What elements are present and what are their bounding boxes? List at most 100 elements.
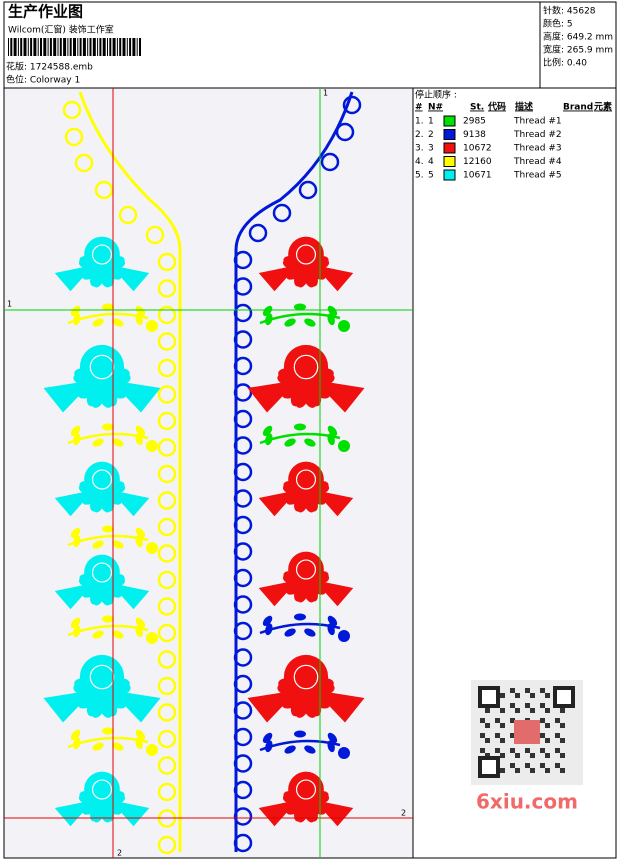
- leaf: [262, 425, 273, 437]
- bloom: [283, 654, 329, 700]
- design-area: [4, 88, 413, 858]
- loop: [157, 517, 177, 537]
- qr-cell: [495, 748, 500, 753]
- bloom: [84, 236, 120, 273]
- leaf: [294, 730, 306, 738]
- leaf: [92, 318, 104, 327]
- stat: 比例: 0.40: [543, 57, 587, 69]
- bloom-detail: [91, 244, 113, 265]
- loop: [233, 807, 253, 826]
- qr-cell: [545, 693, 550, 698]
- leaf: [294, 303, 306, 311]
- code: 9138: [463, 130, 486, 140]
- qr-cell: [540, 688, 545, 693]
- bar: [53, 38, 57, 56]
- loop: [335, 122, 355, 142]
- bar: [10, 38, 13, 56]
- bar: [37, 38, 39, 56]
- qr-cell: [540, 733, 545, 738]
- leaf: [247, 690, 365, 723]
- qr-cell: [540, 748, 545, 753]
- title: 生产作业图: [8, 3, 83, 21]
- bloom-detail: [295, 559, 317, 580]
- qr-cell: [500, 693, 505, 698]
- leaf: [112, 438, 124, 447]
- code: 2985: [463, 117, 486, 127]
- leaf: [284, 745, 296, 754]
- stat: 针数: 45628: [543, 5, 596, 17]
- bar: [119, 38, 122, 56]
- bar: [73, 38, 76, 56]
- loop: [233, 754, 253, 773]
- bar: [49, 38, 52, 56]
- qr-cell: [540, 703, 545, 708]
- qr-cell: [495, 733, 500, 738]
- qr-cell: [485, 738, 490, 743]
- thread-swatch: [443, 142, 456, 154]
- leaf: [73, 625, 81, 638]
- qr-cell: [485, 708, 490, 713]
- bloom-detail: [293, 664, 319, 690]
- loop: [233, 727, 253, 747]
- qr-cell: [555, 718, 560, 723]
- column-header: Brand: [563, 103, 593, 113]
- loop: [233, 383, 253, 402]
- code: 10671: [463, 171, 492, 181]
- bloom-detail: [91, 779, 113, 800]
- qr-finder: [553, 686, 575, 708]
- leaf: [54, 265, 150, 292]
- order: 4.: [415, 157, 424, 167]
- bloom-detail: [91, 562, 113, 583]
- leaf: [258, 490, 354, 517]
- thread-swatch: [443, 169, 456, 181]
- loop: [157, 279, 177, 298]
- code: 12160: [463, 157, 492, 167]
- bloom: [84, 461, 120, 498]
- bud: [338, 320, 350, 332]
- leaf: [73, 433, 81, 446]
- loop: [233, 595, 253, 614]
- qr-cell: [545, 723, 550, 728]
- qr-cell: [510, 703, 515, 708]
- bar: [129, 38, 132, 56]
- qr-finder: [478, 756, 500, 778]
- loop: [157, 438, 177, 457]
- bloom-detail: [91, 469, 113, 490]
- guide-label: 2: [401, 809, 406, 818]
- leaf: [284, 438, 296, 447]
- bar: [23, 38, 27, 56]
- bud: [146, 320, 158, 332]
- loop: [233, 489, 253, 508]
- description: Thread #1: [513, 117, 562, 127]
- qr-cell: [560, 708, 565, 713]
- bar: [43, 38, 47, 56]
- bar: [47, 38, 49, 56]
- bar: [109, 38, 112, 56]
- qr-cell: [530, 693, 535, 698]
- bar: [59, 38, 62, 56]
- order: 1.: [415, 117, 424, 127]
- qr-cell: [540, 718, 545, 723]
- qr-cell: [500, 768, 505, 773]
- qr-finder: [478, 686, 500, 708]
- leaf: [135, 313, 143, 326]
- leaf: [70, 305, 81, 317]
- leaf: [92, 540, 104, 549]
- stat: 颜色: 5: [543, 18, 573, 30]
- barcode: [8, 38, 141, 56]
- leaf: [102, 423, 114, 431]
- bar: [27, 38, 29, 56]
- bloom: [84, 554, 120, 591]
- qr-cell: [525, 748, 530, 753]
- needle: 5: [428, 171, 434, 181]
- loop: [157, 676, 177, 696]
- loop: [233, 515, 253, 535]
- leaf: [135, 625, 143, 638]
- loop: [248, 223, 268, 243]
- leaf: [73, 535, 81, 548]
- leaf: [135, 433, 143, 446]
- bar: [33, 38, 37, 56]
- bloom: [288, 236, 324, 273]
- qr-cell: [500, 738, 505, 743]
- needle: 2: [428, 130, 434, 140]
